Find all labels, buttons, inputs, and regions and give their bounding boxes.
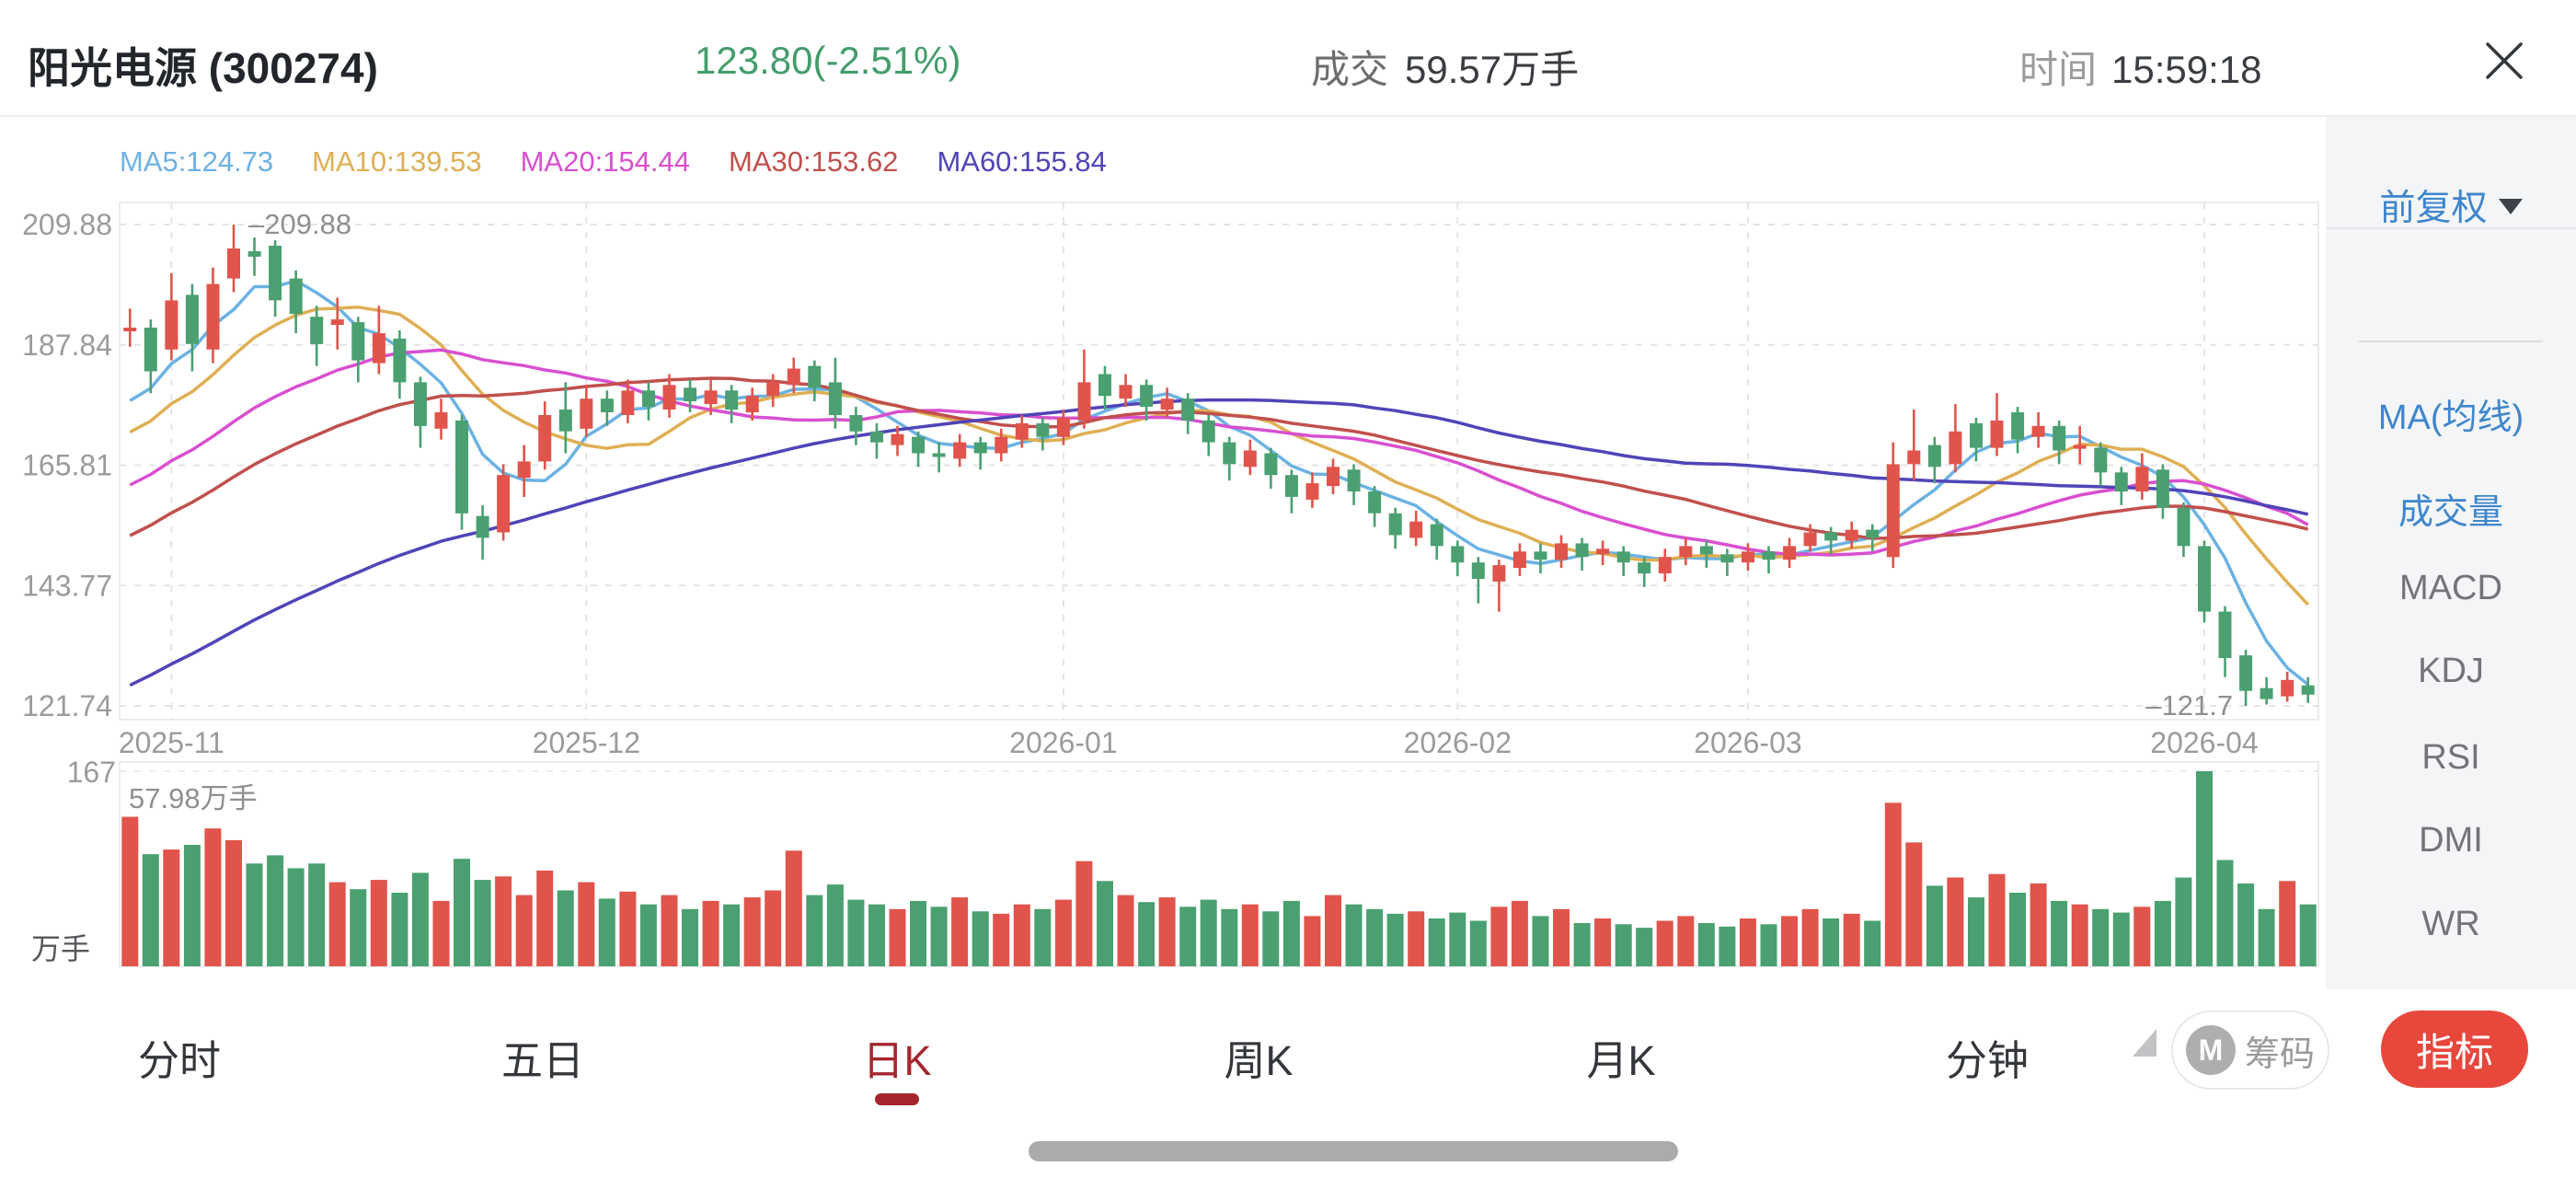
svg-text:209.88: 209.88 — [22, 208, 112, 241]
svg-text:143.77: 143.77 — [22, 569, 112, 602]
sidebar-item-rsi[interactable]: RSI — [2421, 738, 2480, 777]
header-divider — [0, 115, 2576, 117]
sidebar-item-macd[interactable]: MACD — [2399, 569, 2502, 607]
sidebar-item-volume[interactable]: 成交量 — [2398, 493, 2503, 532]
turnover: 成交 59.57万手 — [1311, 39, 1579, 95]
svg-text:187.84: 187.84 — [22, 329, 112, 362]
price-annotations: ‒209.88 ‒121.7 — [248, 208, 2233, 722]
ma10-label: MA10:139.53 — [312, 145, 482, 178]
time: 时间 15:59:18 — [2019, 39, 2262, 95]
svg-text:2025-12: 2025-12 — [533, 726, 640, 759]
adjust-label: 前复权 — [2379, 189, 2488, 228]
close-icon[interactable] — [2480, 37, 2528, 85]
ma-lines — [129, 279, 2309, 687]
time-label: 时间 — [2019, 48, 2098, 91]
chip-distribution-button[interactable]: M 筹码 — [2171, 1011, 2329, 1090]
turnover-label: 成交 — [1311, 48, 1389, 91]
turnover-value: 59.57万手 — [1405, 48, 1580, 91]
svg-text:2026-03: 2026-03 — [1694, 726, 1801, 759]
price-gridlines: 209.88 187.84 165.81 143.77 121.74 — [22, 208, 2318, 772]
svg-text:167: 167 — [67, 756, 116, 789]
ma-legend: MA5:124.73 MA10:139.53 MA20:154.44 MA30:… — [120, 145, 1107, 179]
period-tabbar: 分时 五日 日K 周K 月K 分钟 M 筹码 指标 — [0, 990, 2576, 1178]
time-value: 15:59:18 — [2111, 48, 2262, 91]
horizontal-scrollbar[interactable] — [1029, 1141, 1678, 1161]
month-gridlines: 2025-11 2025-12 2026-01 2026-02 2026-03 2026-… — [119, 202, 2259, 759]
tab-weekly-k[interactable]: 周K — [1224, 1037, 1294, 1084]
svg-text:165.81: 165.81 — [22, 449, 112, 482]
svg-text:2026-04: 2026-04 — [2150, 726, 2258, 759]
ma20-label: MA20:154.44 — [520, 145, 691, 178]
ma5-label: MA5:124.73 — [120, 145, 274, 178]
ma30-label: MA30:153.62 — [729, 145, 899, 178]
svg-text:2025-11: 2025-11 — [119, 726, 224, 759]
sidebar-item-dmi[interactable]: DMI — [2419, 821, 2483, 860]
tab-minutes[interactable]: 分钟 — [1945, 1037, 2030, 1084]
sidebar-item-ma[interactable]: MA(均线) — [2377, 398, 2524, 437]
candles-group — [123, 225, 2315, 706]
svg-text:121.74: 121.74 — [22, 689, 112, 722]
active-tab-underline — [875, 1093, 919, 1105]
sidebar-item-kdj[interactable]: KDJ — [2418, 652, 2484, 690]
svg-text:‒209.88: ‒209.88 — [248, 208, 351, 240]
sidebar-item-boll[interactable]: BOLL — [2326, 987, 2576, 989]
indicator-sidebar: 前复权 MA(均线) 成交量 MACD KDJ RSI DMI WR BOLL … — [2326, 117, 2576, 989]
adjust-dropdown[interactable]: 前复权 — [2326, 179, 2576, 231]
svg-text:2026-02: 2026-02 — [1404, 726, 1512, 759]
volume-bars-group — [121, 771, 2317, 966]
indicator-button[interactable]: 指标 — [2381, 1011, 2528, 1088]
chip-label: 筹码 — [2244, 1034, 2315, 1074]
tab-minute-line[interactable]: 分时 — [137, 1037, 222, 1084]
svg-text:2026-01: 2026-01 — [1009, 726, 1117, 759]
tab-monthly-k[interactable]: 月K — [1586, 1037, 1656, 1084]
stock-title: 阳光电源 (300274) — [28, 44, 378, 92]
pane-borders — [119, 202, 2319, 967]
sidebar-divider — [2326, 227, 2576, 229]
tab-daily-k[interactable]: 日K — [862, 1037, 932, 1084]
m-logo-icon: M — [2185, 1025, 2236, 1075]
current-price: 123.80(-2.51%) — [695, 39, 961, 82]
ma60-label: MA60:155.84 — [937, 145, 1107, 178]
chevron-down-icon — [2498, 199, 2523, 214]
svg-text:57.98万手: 57.98万手 — [129, 782, 258, 814]
minutes-dropdown-caret-icon[interactable] — [2133, 1029, 2156, 1057]
tab-five-day[interactable]: 五日 — [500, 1037, 585, 1084]
sidebar-item-wr[interactable]: WR — [2421, 905, 2480, 943]
header: 阳光电源 (300274) 123.80(-2.51%) 成交 59.57万手 时… — [0, 0, 2576, 117]
svg-text:万手: 万手 — [31, 932, 90, 965]
sidebar-subdivider — [2359, 341, 2543, 342]
svg-text:‒121.7: ‒121.7 — [2145, 689, 2233, 722]
